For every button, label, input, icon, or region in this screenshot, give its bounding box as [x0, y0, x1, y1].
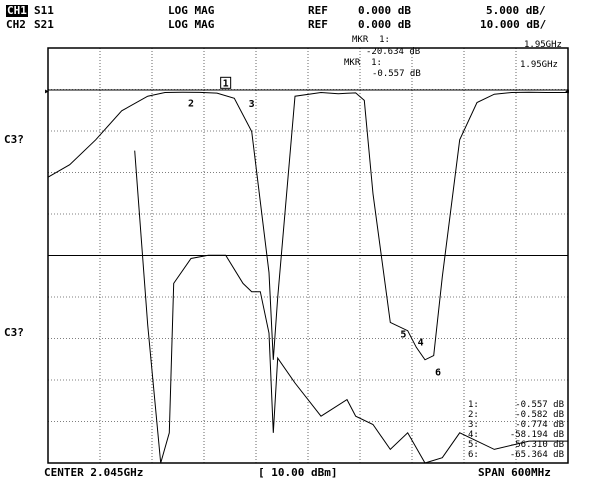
mkr-ch2-title: MKR 1:	[344, 58, 382, 68]
ch1-side-label: C3?	[4, 133, 24, 146]
mkr-ch2-value: -0.557 dB	[372, 69, 421, 79]
marker-table: 1: -0.557 dB 2: -0.582 dB 3: -0.774 dB 4: -5…	[468, 400, 564, 460]
marker-table-row: 1: -0.557 dB	[468, 400, 564, 410]
ch2-scale: 10.000 dB/	[480, 18, 547, 31]
marker-5-label: 5	[400, 330, 406, 341]
center-frequency: CENTER 2.045GHz	[44, 466, 144, 479]
mkr-ch2-freq: 1.95GHz	[520, 60, 558, 70]
marker-4-label: 4	[418, 338, 424, 349]
frequency-span: SPAN 600MHz	[478, 466, 551, 479]
marker-table-row: 5: -56.310 dB	[468, 440, 564, 450]
marker-table-row: 3: -0.774 dB	[468, 420, 564, 430]
marker-table-row: 6: -65.364 dB	[468, 450, 564, 460]
plot-traces	[47, 91, 568, 464]
ref-arrow-left: ▸	[44, 86, 50, 97]
ch1-param: S11	[34, 4, 54, 17]
marker-1-label: 1	[223, 78, 229, 89]
source-power: [ 10.00 dBm]	[258, 466, 338, 479]
mkr-ch1-value: -20.634 dB	[366, 47, 421, 57]
marker-table-row: 2: -0.582 dB	[468, 410, 564, 420]
ch2-format: LOG MAG	[168, 18, 215, 31]
mkr-ch1-title: MKR 1:	[352, 35, 390, 45]
ch2-ref-label: REF	[308, 18, 328, 31]
marker-1-box	[220, 76, 232, 89]
marker-3-label: 3	[249, 99, 255, 110]
marker-table-row: 4: -58.194 dB	[468, 430, 564, 440]
ch2-side-label: C3?	[4, 326, 24, 339]
ch1-ref-label: REF	[308, 4, 328, 17]
ch1-format: LOG MAG	[168, 4, 215, 17]
ch2-param: S21	[34, 18, 54, 31]
ch1-label[interactable]: CH1	[6, 4, 28, 17]
marker-6-label: 6	[435, 367, 441, 378]
plot-markers: 1 2 3 4 5 6	[188, 76, 441, 378]
ch2-ref-value: 0.000 dB	[358, 18, 411, 31]
ch1-s11-trace	[134, 150, 568, 464]
plot-grid: ▸ ◂	[44, 48, 570, 463]
ch1-scale: 5.000 dB/	[486, 4, 546, 17]
ch1-ref-value: 0.000 dB	[358, 4, 411, 17]
ch2-label[interactable]: CH2	[6, 18, 26, 31]
marker-2-label: 2	[188, 98, 194, 109]
ref-arrow-right: ◂	[564, 86, 570, 97]
ch2-s21-trace	[47, 91, 568, 361]
mkr-ch1-freq: 1.95GHz	[524, 40, 562, 50]
